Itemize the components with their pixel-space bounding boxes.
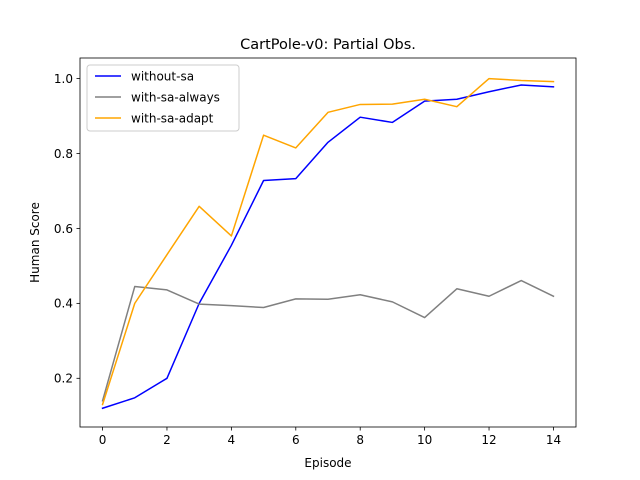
axes-frame (79, 57, 577, 428)
y-tick-label: 1.0 (54, 72, 73, 86)
chart-title: CartPole-v0: Partial Obs. (240, 37, 416, 53)
x-tick-label: 6 (292, 433, 300, 447)
x-tick-label: 12 (481, 433, 496, 447)
y-tick-label: 0.6 (54, 222, 73, 236)
legend-label: without-sa (131, 69, 194, 83)
y-tick-label: 0.4 (54, 297, 73, 311)
x-axis-label: Episode (304, 456, 351, 470)
legend-label: with-sa-adapt (131, 111, 214, 125)
x-ticks: 0 2 4 6 8 10 12 14 (99, 427, 561, 447)
legend-label: with-sa-always (131, 90, 220, 104)
series-line-with-sa-adapt (101, 77, 555, 406)
x-tick-label: 8 (356, 433, 364, 447)
y-tick-label: 0.8 (54, 147, 73, 161)
x-tick-label: 0 (99, 433, 107, 447)
x-tick-label: 4 (228, 433, 236, 447)
x-tick-label: 14 (546, 433, 561, 447)
series-group (101, 77, 555, 410)
legend-box (86, 64, 240, 132)
y-tick-label: 0.2 (54, 372, 73, 386)
series-line-without-sa (101, 84, 555, 410)
x-tick-label: 2 (163, 433, 171, 447)
legend: without-sa with-sa-always with-sa-adapt (86, 64, 240, 132)
x-tick-label: 10 (417, 433, 432, 447)
series-line-with-sa-always (101, 279, 555, 402)
y-ticks: 0.2 0.4 0.6 0.8 1.0 (54, 72, 80, 386)
y-axis-label: Human Score (28, 202, 42, 283)
